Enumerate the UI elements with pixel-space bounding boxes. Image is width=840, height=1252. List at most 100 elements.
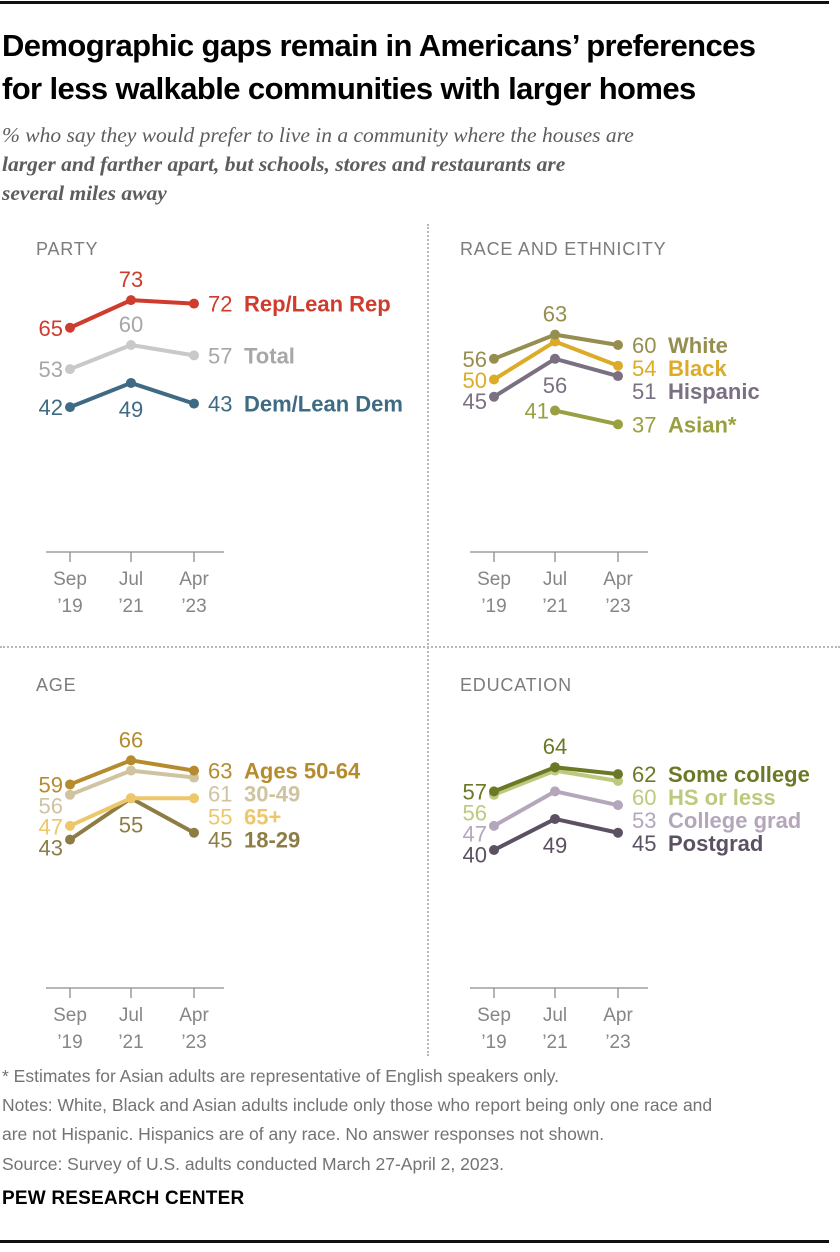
footnotes: * Estimates for Asian adults are represe…	[2, 1062, 830, 1179]
series-legend-label: Asian*	[668, 412, 737, 437]
subtitle-line-2: larger and farther apart, but schools, s…	[2, 152, 566, 176]
top-rule	[0, 1, 829, 4]
data-point	[189, 765, 199, 776]
x-tick-label: Jul ’21	[542, 569, 567, 617]
value-label: 64	[543, 734, 567, 759]
x-tick-label: Jul ’21	[118, 569, 143, 617]
data-point	[550, 336, 560, 347]
data-point	[189, 398, 199, 409]
data-point	[189, 350, 199, 361]
data-point	[65, 322, 75, 333]
value-label: 57	[463, 779, 487, 804]
data-point	[126, 377, 136, 388]
horizontal-dotted-divider	[0, 646, 840, 648]
data-point	[65, 789, 75, 800]
series-legend-label: Hispanic	[668, 379, 760, 404]
x-tick-label: Apr ’23	[603, 569, 633, 617]
party-line-chart: PARTY Sep ’19 Jul ’21 Apr ’23 65 53 42 73 60 49 72 Rep…	[36, 239, 403, 617]
data-point	[613, 776, 623, 786]
series-legend-label: Rep/Lean Rep	[244, 292, 391, 317]
value-label: 56	[543, 373, 567, 398]
subtitle-line-1: % who say they would prefer to live in a…	[2, 123, 634, 147]
data-point	[65, 834, 75, 845]
value-label: 51	[632, 379, 656, 404]
value-label: 54	[632, 356, 656, 381]
panel-age: AGE Sep ’19 Jul ’21 Apr ’23 59 56 47 43 66 55 63 Ages …	[0, 658, 416, 1084]
panel-heading: AGE	[36, 675, 76, 695]
value-label: 60	[119, 312, 143, 337]
series-legend-label: Postgrad	[668, 831, 763, 856]
value-label: 62	[632, 762, 656, 787]
data-point	[189, 298, 199, 309]
data-point	[613, 769, 623, 780]
value-label: 61	[208, 782, 232, 807]
data-point	[489, 353, 499, 364]
value-label: 50	[463, 368, 487, 393]
vertical-dotted-divider	[427, 224, 429, 1056]
data-point	[613, 340, 623, 350]
bottom-rule	[0, 1240, 829, 1243]
data-point	[550, 813, 560, 824]
x-tick-label: Apr ’23	[603, 1005, 633, 1053]
panel-party: PARTY Sep ’19 Jul ’21 Apr ’23 65 53 42 73 60 49 72 Rep…	[0, 222, 416, 648]
page-title-line-1: Demographic gaps remain in Americans’ pr…	[2, 28, 756, 63]
panel-education: EDUCATION Sep ’19 Jul ’21 Apr ’23 57 56 47 40 64 49 6…	[424, 658, 840, 1084]
data-point	[65, 779, 75, 790]
page-title-line-2: for less walkable communities with large…	[2, 71, 696, 106]
value-label: 57	[208, 343, 232, 368]
data-point	[550, 329, 560, 340]
data-point	[489, 845, 499, 855]
data-point	[189, 793, 199, 804]
value-label: 41	[525, 399, 549, 424]
panel-heading: RACE AND ETHNICITY	[460, 239, 666, 259]
x-tick-label: Sep ’19	[477, 1005, 511, 1053]
value-label: 45	[463, 389, 487, 414]
x-tick-label: Sep ’19	[477, 569, 511, 617]
value-label: 47	[39, 814, 63, 839]
value-label: 56	[39, 793, 63, 818]
data-point	[65, 820, 75, 831]
value-label: 43	[39, 835, 63, 860]
value-label: 40	[463, 842, 487, 867]
series-legend-label: 30-49	[244, 782, 300, 807]
value-label: 45	[632, 831, 656, 856]
series-legend-label: Dem/Lean Dem	[244, 392, 403, 417]
brand-wordmark: PEW RESEARCH CENTER	[2, 1188, 245, 1209]
value-label: 72	[208, 292, 232, 317]
asterisk-note: * Estimates for Asian adults are represe…	[2, 1066, 560, 1086]
x-tick-label: Jul ’21	[542, 1005, 567, 1053]
value-label: 53	[632, 808, 656, 833]
page-subtitle: % who say they would prefer to live in a…	[2, 121, 822, 208]
notes-line-1: Notes: White, Black and Asian adults inc…	[2, 1095, 713, 1116]
value-label: 55	[119, 812, 143, 837]
value-label: 45	[208, 828, 232, 853]
series-legend-label: Ages 50-64	[244, 759, 361, 784]
data-point	[65, 402, 75, 413]
x-tick-label: Apr ’23	[179, 1005, 209, 1053]
data-point	[550, 353, 560, 364]
data-point	[613, 371, 623, 382]
value-label: 63	[208, 759, 232, 784]
source-note: Source: Survey of U.S. adults conducted …	[2, 1153, 504, 1174]
value-label: 73	[119, 267, 143, 292]
data-point	[489, 820, 499, 831]
value-label: 65	[39, 316, 63, 341]
data-point	[126, 340, 136, 350]
value-label: 37	[632, 412, 656, 437]
x-tick-label: Apr ’23	[179, 569, 209, 617]
data-point	[65, 364, 75, 375]
data-point	[613, 800, 623, 811]
value-label: 56	[463, 347, 487, 372]
series-legend-label: HS or less	[668, 785, 776, 810]
page-title: Demographic gaps remain in Americans’ pr…	[2, 24, 834, 110]
data-point	[613, 419, 623, 430]
data-point	[613, 360, 623, 371]
data-point	[489, 374, 499, 385]
series-legend-label: Total	[244, 343, 295, 368]
value-label: 63	[543, 302, 567, 327]
value-label: 60	[632, 333, 656, 358]
data-point	[126, 765, 136, 776]
value-label: 53	[39, 357, 63, 382]
